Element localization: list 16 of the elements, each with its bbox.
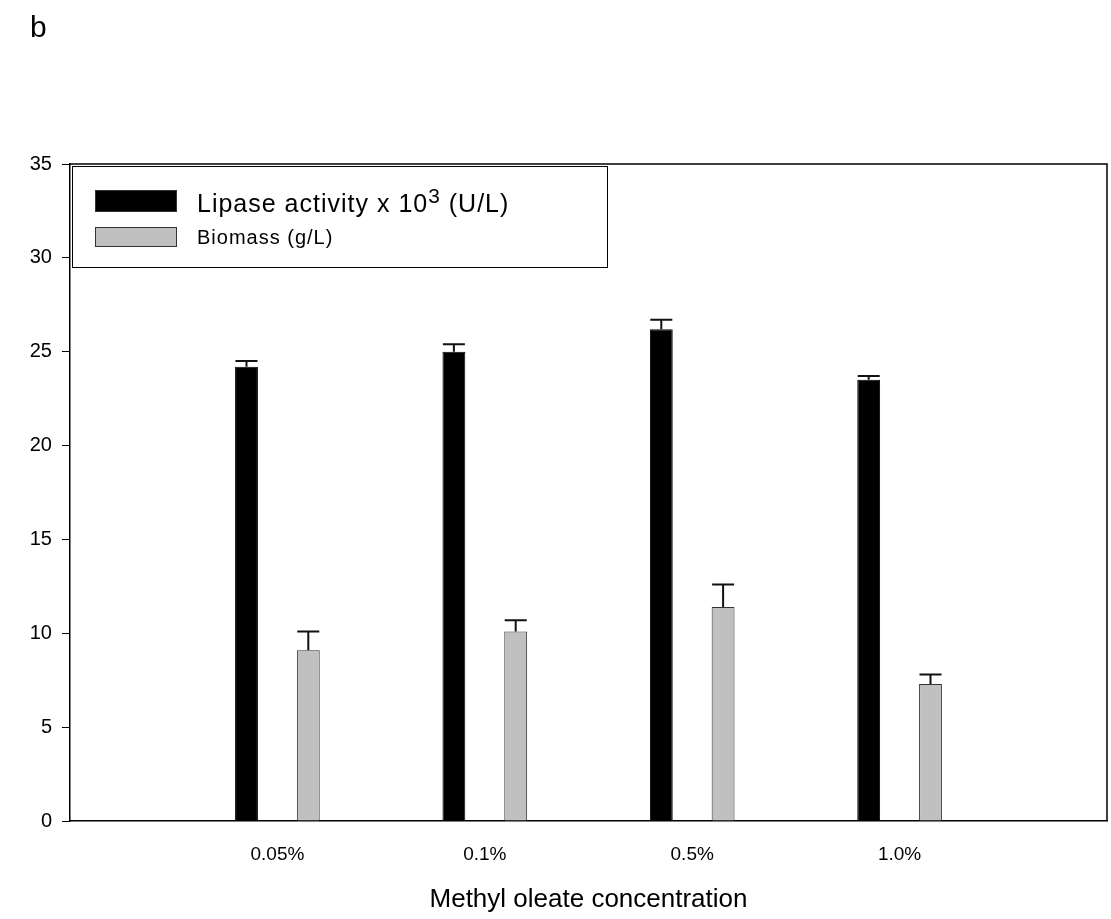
x-tick-label: 0.5% <box>670 842 714 864</box>
y-tick-label: 10 <box>29 620 52 643</box>
y-tick-label: 15 <box>29 526 52 549</box>
y-tick-label: 30 <box>29 245 52 268</box>
legend-label: Lipase activity x 10$^{3}$ (U/L) <box>197 183 510 219</box>
x-axis-title: Methyl oleate concentration <box>429 882 748 913</box>
x-tick-label: 0.1% <box>463 842 507 864</box>
x-tick-label: 1.0% <box>877 842 922 864</box>
y-tick-label: 25 <box>29 339 52 362</box>
y-tick-label: 0 <box>40 808 52 831</box>
x-tick-label: 0.05% <box>250 842 305 864</box>
legend-label: Biomass (g/L) <box>197 225 334 249</box>
y-tick-label: 35 <box>29 151 52 174</box>
y-tick-label: 20 <box>29 433 52 456</box>
y-tick-label: 5 <box>40 714 52 737</box>
chart-title: b <box>30 10 47 44</box>
